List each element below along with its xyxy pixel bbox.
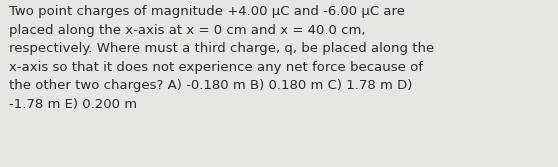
Text: Two point charges of magnitude +4.00 μC and -6.00 μC are
placed along the x-axis: Two point charges of magnitude +4.00 μC …	[9, 5, 434, 111]
